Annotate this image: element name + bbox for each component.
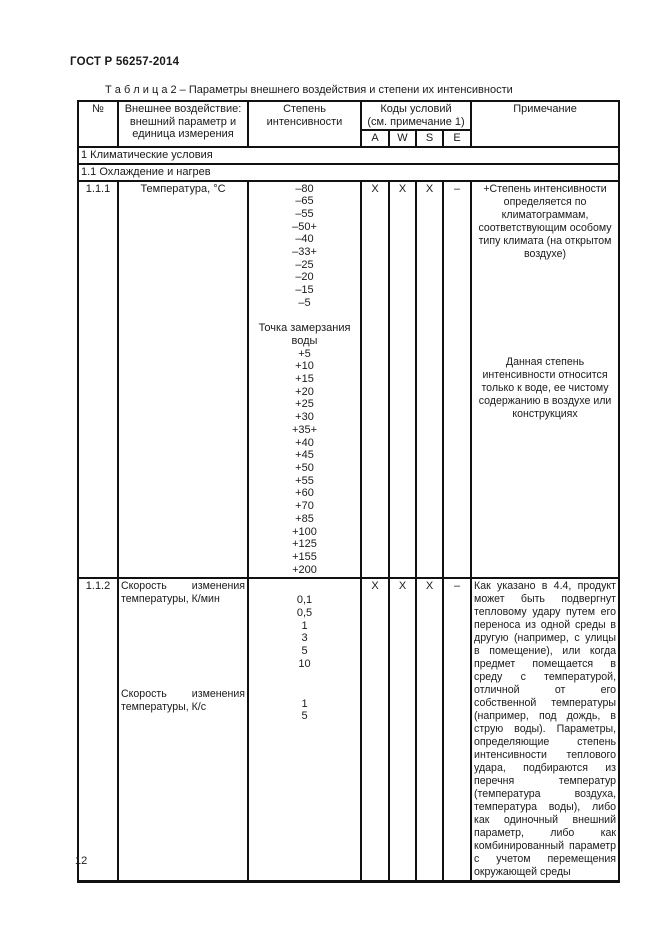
intensity-cell: 0,1 0,5 1 3 5 10 1 5 <box>247 577 362 883</box>
code-cell-s: X <box>415 577 444 883</box>
section-row-climatic: 1 Климатические условия <box>76 146 621 165</box>
col-header-codes: Коды условий (см. примечание 1) <box>359 99 473 132</box>
code-cell-a: X <box>360 179 390 580</box>
code-col-header-a: А <box>360 129 390 149</box>
page-number: 12 <box>75 855 88 867</box>
table-row-temp-change-rate: 1.1.2 Скорость изменения температуры, К/… <box>77 577 621 883</box>
note-block-water: Данная степень интенсивности относится т… <box>478 355 612 420</box>
col-header-intensity: Степень интенсивности <box>247 99 362 149</box>
note-block-thermal-shock: Как указано в 4.4, продукт может быть по… <box>474 580 617 879</box>
code-cell-e: – <box>441 179 473 580</box>
note-block-climatograms: +Степень интенсивности определяется по к… <box>478 182 612 260</box>
section-label: 1 Климатические условия <box>76 146 621 165</box>
code-cell-w: X <box>388 179 417 580</box>
code-cell-e: – <box>441 577 473 883</box>
code-col-header-w: W <box>388 129 417 149</box>
table-row-temperature: 1.1.1 Температура, °С –80 –65 –55 –50+ –… <box>77 179 621 580</box>
header-row-main: № Внешнее воздействие: внешний параметр … <box>77 99 621 149</box>
parameter-cell: Скорость изменения температуры, К/мин Ск… <box>117 577 249 883</box>
section-label: 1.1 Охлаждение и нагрев <box>76 162 621 182</box>
code-cell-a: X <box>360 577 390 883</box>
intensity-values-k-per-min: 0,1 0,5 1 3 5 10 <box>296 594 313 670</box>
code-col-header-s: S <box>415 129 444 149</box>
col-header-num: № <box>77 99 119 149</box>
note-cell: Как указано в 4.4, продукт может быть по… <box>470 577 621 883</box>
intensity-values-k-per-s: 1 5 <box>301 697 308 723</box>
parameter-cell: Температура, °С <box>117 179 249 580</box>
parameters-table: № Внешнее воздействие: внешний параметр … <box>76 99 621 884</box>
code-cell-s: X <box>415 179 444 580</box>
param-label-k-per-min: Скорость изменения температуры, К/мин <box>121 580 245 606</box>
col-header-note: Примечание <box>470 99 621 149</box>
param-label-k-per-s: Скорость изменения температуры, К/с <box>121 688 245 714</box>
header-row-codes: А W S Е <box>78 129 619 149</box>
row-number-cell: 1.1.1 <box>77 179 119 580</box>
doc-code: ГОСТ Р 56257-2014 <box>70 56 180 68</box>
intensity-cell: –80 –65 –55 –50+ –40 –33+ –25 –20 –15 –5… <box>247 179 362 580</box>
col-header-param: Внешнее воздействие: внешний параметр и … <box>117 99 249 149</box>
intensity-values: –80 –65 –55 –50+ –40 –33+ –25 –20 –15 –5… <box>258 182 351 576</box>
code-cell-w: X <box>388 577 417 883</box>
code-col-header-e: Е <box>441 129 473 149</box>
note-cell: +Степень интенсивности определяется по к… <box>470 179 621 580</box>
row-number-cell: 1.1.2 <box>77 577 119 883</box>
section-row-cooling-heating: 1.1 Охлаждение и нагрев <box>76 162 621 182</box>
table-title: Т а б л и ц а 2 – Параметры внешнего воз… <box>105 84 513 96</box>
